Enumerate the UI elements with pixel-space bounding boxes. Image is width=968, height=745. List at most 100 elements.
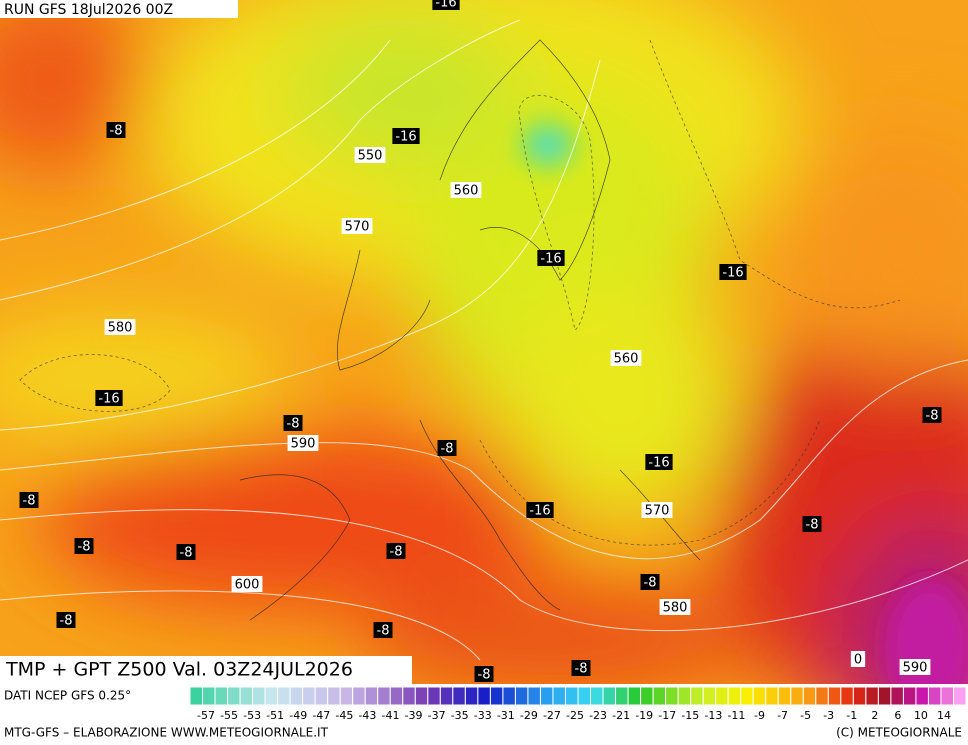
contour-label: -8 [474, 666, 494, 683]
label-box [922, 407, 942, 423]
color-swatch [314, 686, 329, 706]
label-text: 560 [614, 352, 639, 367]
label-text: -8 [390, 545, 403, 560]
colorbar-label: -57 [197, 709, 215, 722]
label-box [106, 122, 126, 138]
label-box [474, 666, 494, 682]
label-text: -8 [60, 614, 73, 629]
color-swatch [502, 686, 516, 706]
color-swatch [227, 686, 241, 706]
credit-left: MTG-GFS – ELABORAZIONE WWW.METEOGIORNALE… [4, 726, 329, 740]
color-swatch [477, 686, 491, 706]
contour-label: 0 [850, 651, 866, 668]
label-box [104, 319, 136, 335]
label-box [450, 182, 482, 198]
label-box [373, 622, 393, 638]
color-swatch [902, 686, 917, 706]
contour-label: -8 [640, 574, 660, 591]
color-swatch [890, 686, 904, 706]
label-box [659, 599, 691, 615]
contour-label: -16 [526, 502, 554, 519]
colorbar-label: -27 [543, 709, 561, 722]
colorbar-label: 6 [894, 709, 901, 722]
label-text: -16 [722, 266, 743, 281]
contour-label: -8 [74, 538, 94, 555]
label-text: -8 [78, 540, 91, 555]
contour-label: 570 [641, 502, 673, 519]
contour-labels: -16 -8 -16 550 560 570 -16 -16 580 560 -16 -8 590 -8 -… [19, 0, 942, 683]
label-text: 580 [108, 321, 133, 336]
contour-label: -8 [386, 543, 406, 560]
color-swatch [815, 686, 829, 706]
colorbar-label: -29 [520, 709, 538, 722]
label-box [176, 544, 196, 560]
color-swatch [915, 686, 929, 706]
colorbar-label: -11 [727, 709, 745, 722]
data-source: DATI NCEP GFS 0.25° [4, 689, 131, 703]
color-swatch [727, 686, 742, 706]
color-swatch [552, 686, 566, 706]
color-swatch [239, 686, 254, 706]
colorbar-label: -45 [335, 709, 353, 722]
contour-label: -16 [392, 128, 420, 145]
label-box [19, 492, 39, 508]
color-swatch [740, 686, 754, 706]
color-swatch [602, 686, 617, 706]
contour-label: 600 [231, 576, 263, 593]
title-box [0, 656, 412, 684]
color-swatch [214, 686, 229, 706]
label-text: -8 [644, 576, 657, 591]
colorbar-label: 2 [871, 709, 878, 722]
contour-label: -8 [922, 407, 942, 424]
label-box [610, 350, 642, 366]
label-text: -8 [806, 518, 819, 533]
label-box [95, 390, 123, 406]
colorbar-label: -43 [358, 709, 376, 722]
label-text: -8 [441, 442, 454, 457]
contour-label: 580 [104, 319, 136, 336]
color-swatch [339, 686, 354, 706]
color-swatch [777, 686, 792, 706]
colorbar-label: -47 [312, 709, 330, 722]
color-swatch [615, 686, 629, 706]
label-text: -8 [110, 124, 123, 139]
colorbar-label: 10 [914, 709, 928, 722]
color-swatch [527, 686, 541, 706]
label-text: 570 [645, 504, 670, 519]
label-box [641, 502, 673, 518]
colorbar-label: -13 [704, 709, 722, 722]
label-text: -8 [180, 546, 193, 561]
color-swatch [564, 686, 579, 706]
colorbar: -57 -55 -53 -51 -49 -47 -45 -43 -41 -39 -37 -35 -33-… [189, 686, 967, 722]
color-swatch [289, 686, 304, 706]
contour-label: 550 [354, 147, 386, 164]
color-swatch [402, 686, 416, 706]
colorbar-label: -33 [474, 709, 492, 722]
colorbar-label: -55 [220, 709, 238, 722]
color-swatch [840, 686, 854, 706]
color-swatch [852, 686, 867, 706]
contour-label: -16 [537, 250, 565, 267]
color-swatch [765, 686, 779, 706]
contour-label: -8 [176, 544, 196, 561]
color-swatch [927, 686, 942, 706]
label-box [386, 543, 406, 559]
color-swatch [364, 686, 379, 706]
color-swatch [514, 686, 529, 706]
label-box [640, 574, 660, 590]
colorbar-label: -9 [754, 709, 765, 722]
label-box [526, 502, 554, 518]
color-swatch [752, 686, 767, 706]
label-text: -16 [98, 392, 119, 407]
contour-label: 580 [659, 599, 691, 616]
header-box [0, 0, 238, 18]
label-box [287, 435, 319, 451]
label-text: 550 [358, 149, 383, 164]
colorbar-label: -15 [681, 709, 699, 722]
label-box [341, 218, 373, 234]
color-swatch [690, 686, 704, 706]
label-box [392, 128, 420, 144]
color-swatch [702, 686, 717, 706]
contour-label: 570 [341, 218, 373, 235]
